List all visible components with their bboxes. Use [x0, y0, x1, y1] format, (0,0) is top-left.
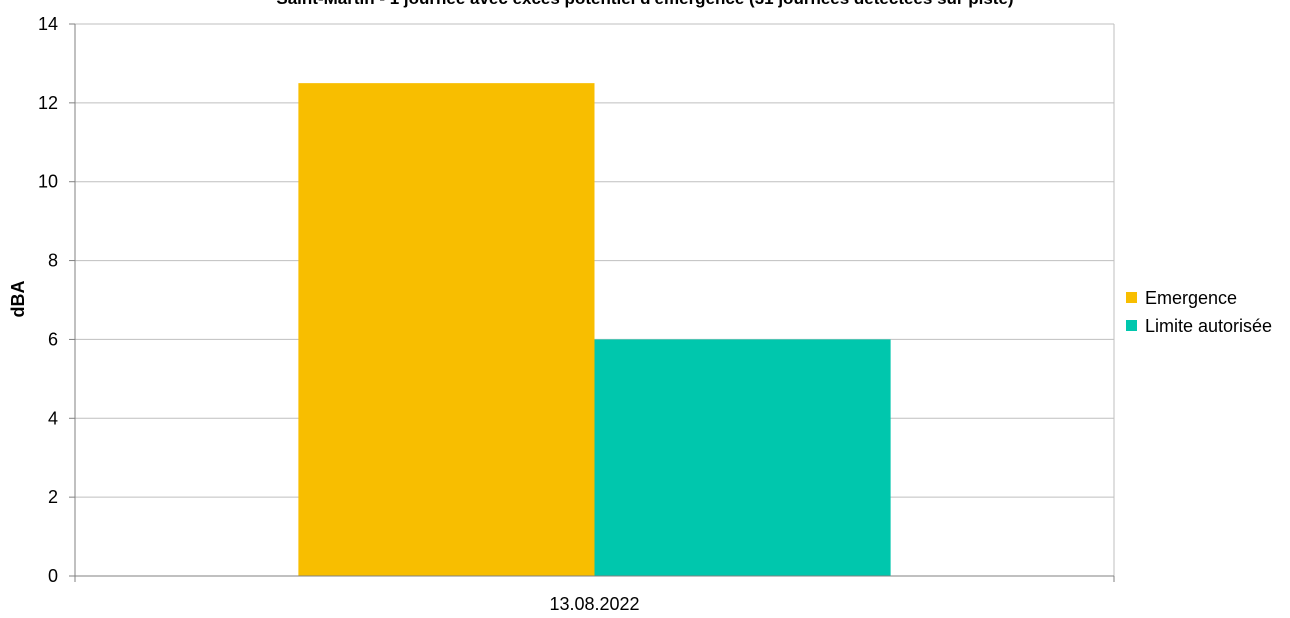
- y-tick-label: 2: [48, 487, 58, 507]
- chart-title: Saint-Martin - 1 journée avec excès pote…: [276, 0, 1013, 8]
- bars: [298, 83, 891, 577]
- y-tick-label: 0: [48, 566, 58, 586]
- y-tick-label: 12: [38, 93, 58, 113]
- y-tick-label: 4: [48, 408, 58, 428]
- bar-limite-autoris-e: [594, 339, 891, 576]
- legend-swatch: [1126, 292, 1137, 303]
- bar-emergence: [298, 83, 595, 577]
- y-tick-label: 8: [48, 251, 58, 271]
- y-tick-label: 10: [38, 172, 58, 192]
- legend-label: Emergence: [1145, 288, 1237, 308]
- legend: Emergence Limite autorisée: [1126, 288, 1272, 336]
- y-axis-label: dBA: [8, 281, 28, 318]
- y-tick-label: 6: [48, 329, 58, 349]
- x-tick-label: 13.08.2022: [549, 594, 639, 613]
- y-tick-label: 14: [38, 14, 58, 34]
- axes: [74, 24, 1115, 582]
- x-axis-ticks: 13.08.2022: [549, 594, 639, 614]
- y-axis-ticks: 0 2 4 6 8 10 12 14: [38, 14, 75, 586]
- legend-swatch: [1126, 320, 1137, 331]
- legend-label: Limite autorisée: [1145, 316, 1272, 336]
